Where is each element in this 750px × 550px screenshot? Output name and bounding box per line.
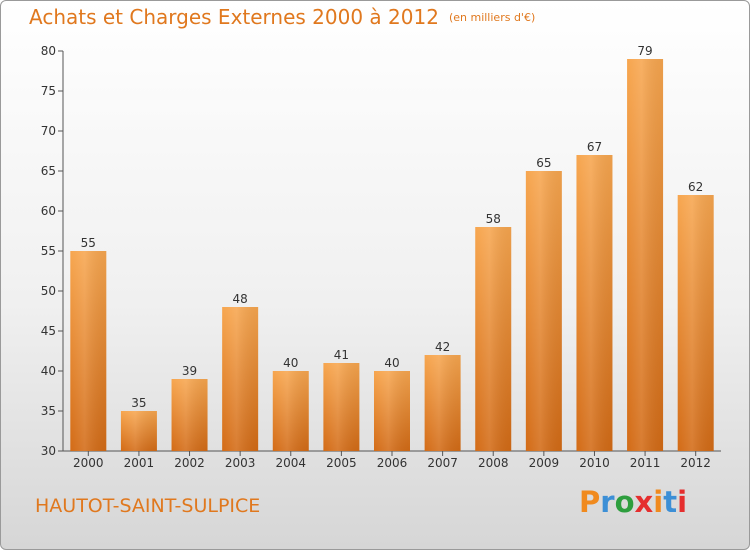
x-tick-label: 2005 — [326, 456, 357, 470]
chart-title: Achats et Charges Externes 2000 à 2012 (e… — [29, 5, 535, 29]
bar-highlight — [70, 251, 107, 451]
x-tick-label: 2002 — [174, 456, 205, 470]
data-label: 55 — [81, 236, 96, 250]
bar-highlight — [424, 355, 461, 451]
x-tick-label: 2008 — [478, 456, 509, 470]
data-label: 40 — [384, 356, 399, 370]
bar-highlight — [323, 363, 360, 451]
y-tick-label: 30 — [41, 444, 56, 458]
bar-highlight — [627, 59, 664, 451]
logo-letter: o — [614, 485, 635, 519]
data-label: 40 — [283, 356, 298, 370]
data-label: 67 — [587, 140, 602, 154]
data-label: 41 — [334, 348, 349, 362]
data-label: 39 — [182, 364, 197, 378]
chart-unit-label: (en milliers d'€) — [448, 11, 536, 24]
x-tick-label: 2009 — [529, 456, 560, 470]
x-tick-label: 2001 — [124, 456, 155, 470]
y-tick-label: 80 — [41, 44, 56, 58]
chart-title-text: Achats et Charges Externes 2000 à 2012 — [29, 5, 439, 29]
logo-letter: t — [663, 485, 678, 519]
axes: 30 35 40 45 50 55 60 65 70 75 80 2000 2001 2002 2003 20… — [41, 44, 721, 470]
proxiti-logo: Proxiti — [579, 485, 687, 519]
data-labels: 55 35 39 48 40 41 40 42 58 65 67 79 62 — [81, 44, 704, 410]
x-tick-label: 2010 — [579, 456, 610, 470]
data-label: 79 — [637, 44, 652, 58]
bar-highlight — [525, 171, 562, 451]
y-tick-label: 40 — [41, 364, 56, 378]
bar-highlight — [222, 307, 259, 451]
x-tick-label: 2011 — [630, 456, 661, 470]
bar-highlight — [171, 379, 208, 451]
x-tick-label: 2000 — [73, 456, 104, 470]
data-label: 35 — [131, 396, 146, 410]
bar-highlight — [576, 155, 613, 451]
y-tick-label: 35 — [41, 404, 56, 418]
logo-letter: i — [677, 485, 688, 519]
y-tick-label: 65 — [41, 164, 56, 178]
bar-highlight — [677, 195, 714, 451]
x-tick-label: 2012 — [680, 456, 711, 470]
y-tick-label: 45 — [41, 324, 56, 338]
x-tick-label: 2004 — [275, 456, 306, 470]
bar-highlight — [120, 411, 157, 451]
y-tick-label: 75 — [41, 84, 56, 98]
y-tick-label: 60 — [41, 204, 56, 218]
logo-letter: x — [634, 485, 654, 519]
y-tick-label: 70 — [41, 124, 56, 138]
logo-letter: i — [653, 485, 664, 519]
y-tick-label: 55 — [41, 244, 56, 258]
bar-highlight — [272, 371, 309, 451]
data-label: 48 — [233, 292, 248, 306]
logo-letter: r — [600, 485, 615, 519]
bar-highlight — [475, 227, 512, 451]
bars — [70, 59, 714, 451]
x-tick-label: 2006 — [377, 456, 408, 470]
y-tick-label: 50 — [41, 284, 56, 298]
logo-letter: P — [579, 485, 601, 519]
data-label: 65 — [536, 156, 551, 170]
data-label: 62 — [688, 180, 703, 194]
x-tick-label: 2007 — [427, 456, 458, 470]
commune-name: HAUTOT-SAINT-SULPICE — [35, 495, 261, 517]
bar-highlight — [374, 371, 410, 451]
data-label: 58 — [486, 212, 501, 226]
x-tick-label: 2003 — [225, 456, 256, 470]
data-label: 42 — [435, 340, 450, 354]
